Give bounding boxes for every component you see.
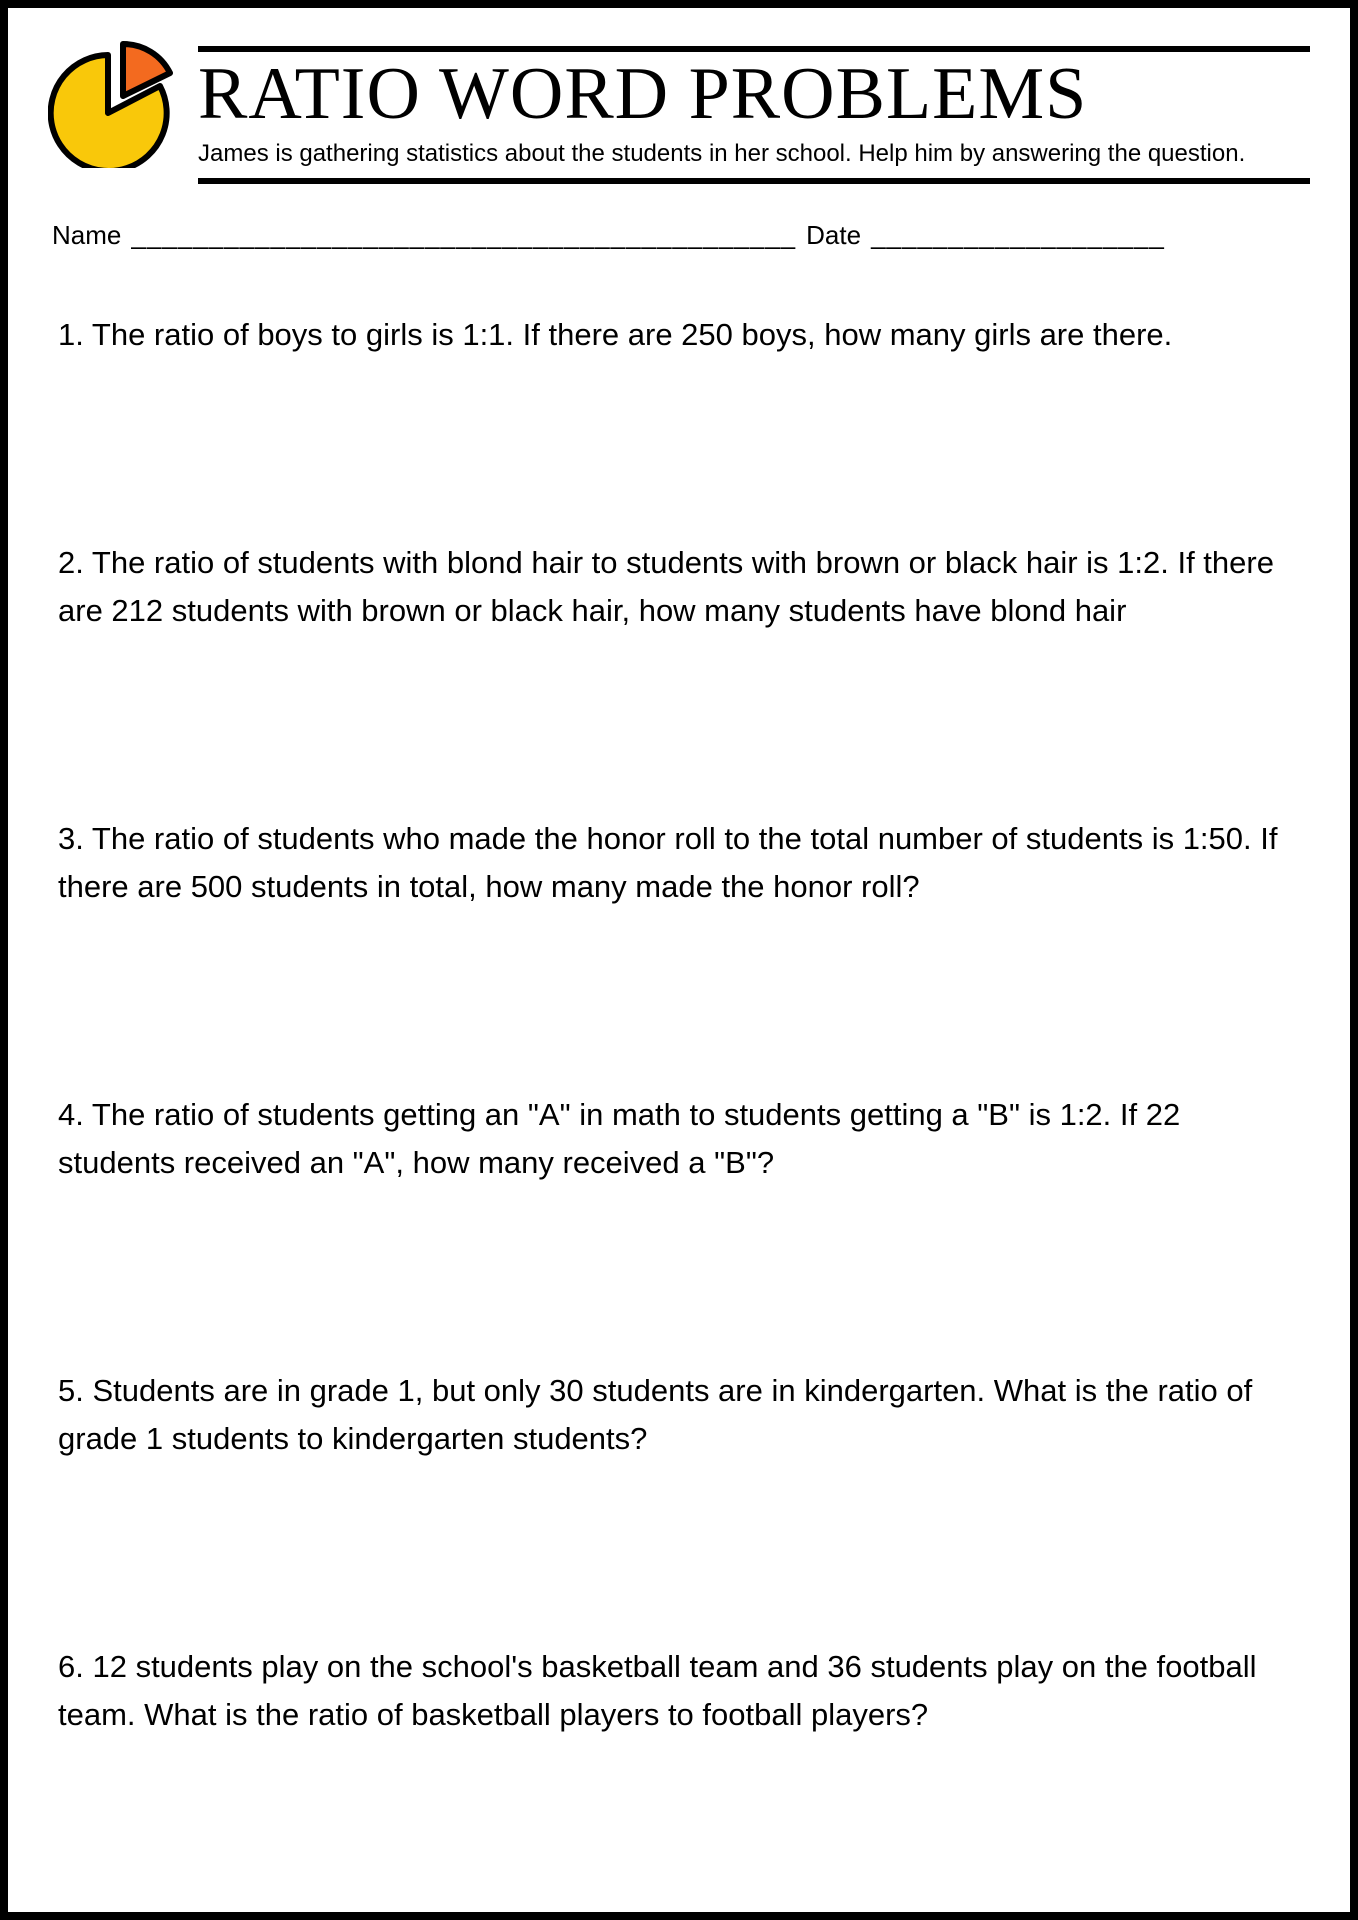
- name-date-row: Name ___________________________________…: [48, 220, 1310, 251]
- question-item: 6. 12 students play on the school's bask…: [58, 1643, 1300, 1739]
- date-label: Date: [806, 220, 861, 251]
- question-text: The ratio of students with blond hair to…: [58, 545, 1274, 628]
- name-blank[interactable]: ________________________________________…: [131, 220, 796, 251]
- question-number: 5.: [58, 1373, 92, 1408]
- question-text: The ratio of boys to girls is 1:1. If th…: [92, 317, 1172, 352]
- title-rule-top: [198, 46, 1310, 52]
- question-item: 5. Students are in grade 1, but only 30 …: [58, 1367, 1300, 1463]
- question-text: 12 students play on the school's basketb…: [58, 1649, 1257, 1732]
- question-item: 3. The ratio of students who made the ho…: [58, 815, 1300, 911]
- header: RATIO WORD PROBLEMS James is gathering s…: [48, 38, 1310, 184]
- question-item: 4. The ratio of students getting an "A" …: [58, 1091, 1300, 1187]
- question-item: 2. The ratio of students with blond hair…: [58, 539, 1300, 635]
- question-item: 1. The ratio of boys to girls is 1:1. If…: [58, 311, 1300, 359]
- pie-chart-icon: [48, 38, 178, 168]
- name-label: Name: [52, 220, 121, 251]
- questions-list: 1. The ratio of boys to girls is 1:1. If…: [48, 311, 1310, 1740]
- question-number: 2.: [58, 545, 92, 580]
- question-number: 1.: [58, 317, 92, 352]
- question-number: 4.: [58, 1097, 92, 1132]
- question-number: 3.: [58, 821, 92, 856]
- page-title: RATIO WORD PROBLEMS: [198, 56, 1310, 134]
- worksheet-page: RATIO WORD PROBLEMS James is gathering s…: [0, 0, 1358, 1920]
- question-number: 6.: [58, 1649, 92, 1684]
- question-text: The ratio of students who made the honor…: [58, 821, 1277, 904]
- date-blank[interactable]: ___________________: [871, 220, 1165, 251]
- page-subtitle: James is gathering statistics about the …: [198, 140, 1310, 168]
- question-text: Students are in grade 1, but only 30 stu…: [58, 1373, 1252, 1456]
- question-text: The ratio of students getting an "A" in …: [58, 1097, 1180, 1180]
- title-rule-bottom: [198, 178, 1310, 184]
- title-block: RATIO WORD PROBLEMS James is gathering s…: [198, 38, 1310, 184]
